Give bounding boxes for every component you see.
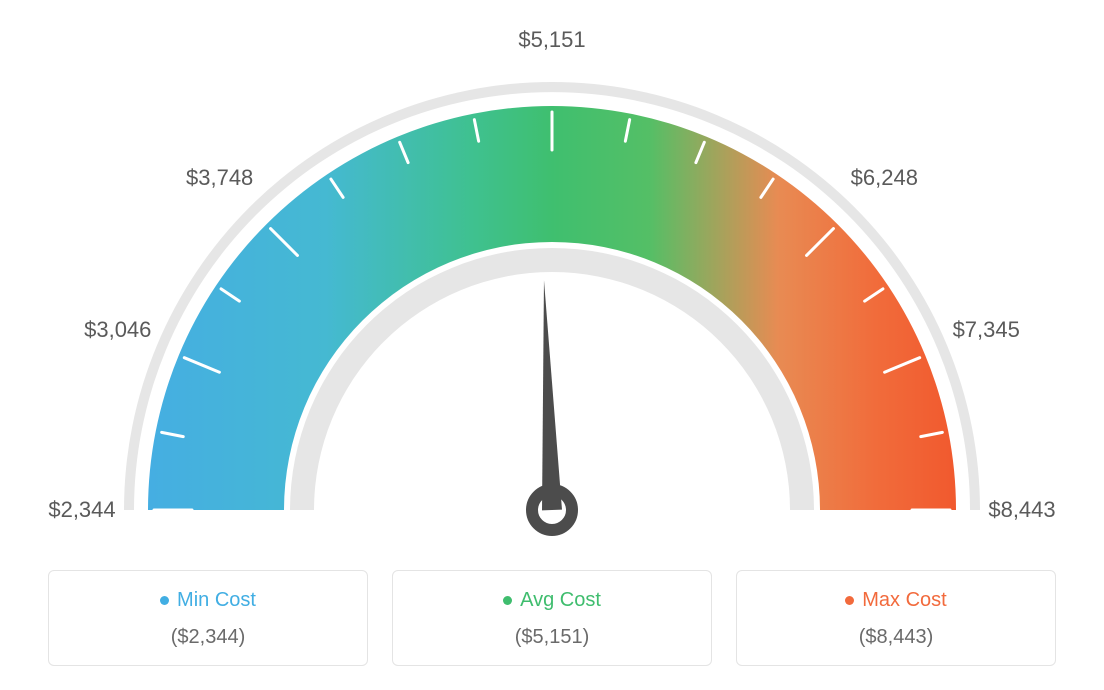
legend-value: ($8,443) [747, 626, 1045, 649]
gauge-tick-label: $3,046 [84, 317, 151, 343]
legend-title: Min Cost [160, 589, 256, 612]
gauge-tick-label: $7,345 [953, 317, 1020, 343]
gauge-tick-label: $8,443 [988, 497, 1055, 523]
legend-card-max: Max Cost ($8,443) [736, 570, 1056, 666]
legend-label: Max Cost [862, 589, 946, 612]
gauge-tick-label: $5,151 [518, 27, 585, 53]
legend-dot-icon [845, 596, 854, 605]
legend-value: ($5,151) [403, 626, 701, 649]
legend-title: Avg Cost [503, 589, 601, 612]
legend-card-min: Min Cost ($2,344) [48, 570, 368, 666]
legend-title: Max Cost [845, 589, 946, 612]
legend-label: Avg Cost [520, 589, 601, 612]
legend-value: ($2,344) [59, 626, 357, 649]
legend-dot-icon [160, 596, 169, 605]
gauge-svg [0, 0, 1104, 560]
legend-card-avg: Avg Cost ($5,151) [392, 570, 712, 666]
gauge-tick-label: $2,344 [48, 497, 115, 523]
legend-row: Min Cost ($2,344) Avg Cost ($5,151) Max Cost… [0, 570, 1104, 666]
legend-label: Min Cost [177, 589, 256, 612]
gauge-tick-label: $3,748 [186, 165, 253, 191]
gauge-tick-label: $6,248 [851, 165, 918, 191]
gauge-chart: $2,344 $3,046 $3,748 $5,151 $6,248 $7,345 $8,4… [0, 0, 1104, 560]
gauge-needle [542, 280, 562, 510]
legend-dot-icon [503, 596, 512, 605]
